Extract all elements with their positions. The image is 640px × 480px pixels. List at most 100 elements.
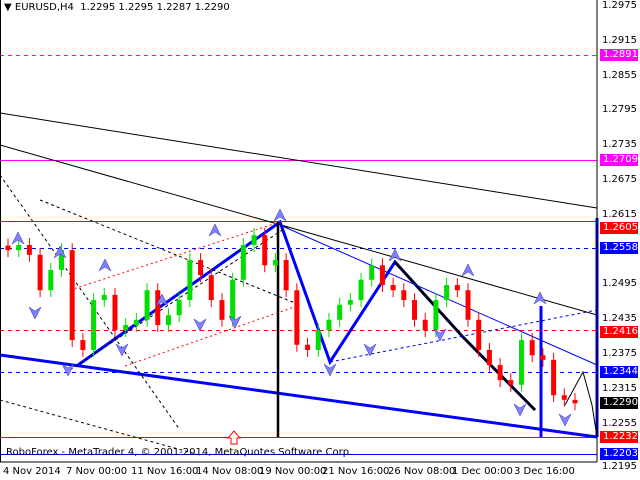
price-level-label: 1.2290 [600, 397, 638, 409]
candle-body [379, 265, 385, 286]
price-level-label: 1.2891 [600, 49, 638, 61]
ohlc-values: 1.2295 1.2295 1.2287 1.2290 [80, 2, 230, 13]
y-tick-label: 1.2495 [602, 278, 637, 289]
candle-body [176, 300, 182, 316]
fractal-up-icon [461, 263, 475, 277]
candle-body [433, 300, 439, 331]
candle-body [272, 260, 278, 266]
symbol-label: EURUSD,H4 [14, 2, 74, 13]
chart-header: ▼ EURUSD,H4 1.2295 1.2295 1.2287 1.2290 [4, 2, 230, 13]
y-tick-label: 1.2315 [602, 383, 637, 394]
candle-body [37, 254, 43, 291]
candle-body [476, 319, 482, 350]
candle-body [529, 340, 535, 356]
candle-body [155, 290, 161, 326]
x-tick-label: 3 Dec 16:00 [514, 466, 575, 477]
candle-body [283, 260, 289, 291]
candle-body [198, 260, 204, 276]
fan-line [69, 224, 291, 371]
candle-body [262, 235, 268, 266]
forecast-path[interactable] [564, 370, 598, 438]
candle-body [444, 285, 450, 301]
x-tick-label: 19 Nov 00:00 [259, 466, 327, 477]
candle-body [519, 340, 525, 385]
trend-line[interactable] [0, 144, 598, 316]
candle-body [208, 275, 214, 301]
candle-body [219, 300, 225, 320]
fan-line [0, 174, 181, 431]
fractal-up-icon [388, 248, 402, 262]
y-tick-label: 1.2615 [602, 209, 637, 220]
y-tick-label: 1.2735 [602, 139, 637, 150]
candle-body [412, 300, 418, 320]
candle-body [454, 285, 460, 291]
candle-body [337, 304, 343, 320]
candle-body [5, 245, 11, 251]
candle-body [91, 300, 97, 350]
fractal-up-icon [53, 245, 67, 259]
candle-body [401, 290, 407, 301]
fan-line [0, 399, 201, 456]
channel-line[interactable] [0, 353, 598, 439]
candle-body [133, 319, 139, 326]
candle-body [572, 399, 578, 404]
candle-body [58, 250, 64, 270]
candle-body [551, 359, 557, 396]
price-level-label: 1.2416 [600, 326, 638, 338]
candle-body [390, 285, 396, 291]
wave-line[interactable] [394, 261, 536, 411]
fractal-up-icon [11, 231, 25, 245]
x-tick-label: 14 Nov 08:00 [196, 466, 264, 477]
candle-body [294, 290, 300, 345]
price-level-label: 1.2232 [600, 431, 638, 443]
price-level-label: 1.2605 [600, 222, 638, 234]
trend-line [279, 224, 598, 366]
fractal-up-icon [98, 258, 112, 272]
fractal-up-icon [155, 293, 169, 307]
candle-body [48, 269, 54, 291]
x-tick-label: 21 Nov 16:00 [322, 466, 390, 477]
candle-body [69, 250, 75, 341]
y-tick-label: 1.2375 [602, 348, 637, 359]
fan-line [39, 199, 301, 306]
candle-body [486, 349, 492, 366]
fractal-down-icon [193, 318, 207, 332]
candle-body [187, 260, 193, 301]
y-tick-label: 1.2915 [602, 35, 637, 46]
fractal-down-icon [323, 363, 337, 377]
y-tick-label: 1.2975 [602, 0, 637, 11]
candle-body [369, 265, 375, 280]
fractal-up-icon [208, 223, 222, 237]
up-arrow-icon [226, 430, 242, 445]
candle-body [80, 340, 86, 350]
fractal-down-icon [61, 363, 75, 377]
candle-body [561, 395, 567, 400]
candle-body [540, 355, 546, 360]
fractal-up-icon [533, 291, 547, 305]
fractal-down-icon [363, 343, 377, 357]
channel-dotted [124, 304, 301, 367]
trend-line[interactable] [0, 112, 598, 209]
candle-body [305, 344, 311, 350]
fractal-down-icon [433, 328, 447, 342]
y-tick-label: 1.2855 [602, 70, 637, 81]
x-tick-label: 11 Nov 16:00 [131, 466, 199, 477]
candle-body [422, 319, 428, 331]
copyright-text: RoboForex - MetaTrader 4, © 2001-2014, M… [6, 447, 353, 458]
x-tick-label: 1 Dec 00:00 [452, 466, 513, 477]
triangle-down-icon[interactable]: ▼ [4, 2, 15, 13]
candle-body [240, 244, 246, 280]
fractal-down-icon [228, 315, 242, 329]
candle-body [101, 294, 107, 301]
candle-body [26, 244, 32, 255]
candle-body [465, 290, 471, 320]
candle-body [358, 279, 364, 301]
y-tick-label: 1.2435 [602, 313, 637, 324]
candle-body [123, 325, 129, 331]
candle-body [165, 315, 171, 326]
x-tick-label: 26 Nov 08:00 [388, 466, 456, 477]
price-level-label: 1.2344 [600, 366, 638, 378]
candle-body [112, 294, 118, 331]
price-level-label: 1.2558 [600, 242, 638, 254]
